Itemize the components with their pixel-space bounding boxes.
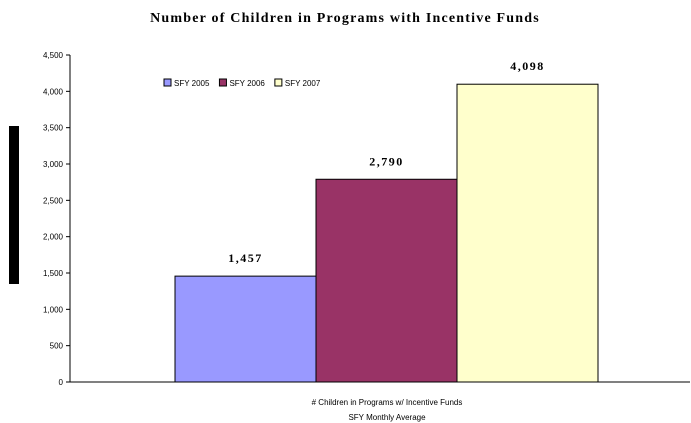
legend-swatch [274, 78, 283, 87]
bar-sfy-2005 [174, 275, 317, 383]
y-tick-label: 3,500 [43, 124, 64, 133]
x-axis-label: SFY Monthly Average [348, 413, 426, 422]
data-label-sfy-2005: 1,457 [228, 251, 263, 265]
bar-sfy-2006 [315, 178, 458, 383]
legend-label: SFY 2007 [285, 79, 321, 88]
chart-title: Number of Children in Programs with Ince… [150, 11, 540, 26]
y-axis-label-box [9, 126, 19, 284]
legend-label: SFY 2006 [229, 79, 265, 88]
legend: SFY 2005 SFY 2006 SFY 2007 [163, 78, 321, 88]
y-tick-label: 3,000 [43, 160, 64, 169]
legend-swatch [163, 78, 172, 87]
legend-label: SFY 2005 [174, 79, 210, 88]
category-label: # Children in Programs w/ Incentive Fund… [312, 398, 463, 407]
y-tick-label: 1,500 [43, 269, 64, 278]
bar-sfy-2007 [456, 83, 599, 383]
y-tick-label: 1,000 [43, 305, 64, 314]
y-tick-label: 2,000 [43, 233, 64, 242]
y-tick-label: 500 [50, 342, 64, 351]
y-tick-label: 4,000 [43, 87, 64, 96]
data-labels: 1,457 2,790 4,098 [228, 59, 545, 265]
y-tick-label: 2,500 [43, 196, 64, 205]
y-tick-label: 0 [59, 378, 64, 387]
data-label-sfy-2006: 2,790 [369, 154, 404, 168]
legend-swatch [218, 78, 227, 87]
data-label-sfy-2007: 4,098 [510, 59, 545, 73]
y-axis: 0 500 1,000 1,500 2,000 2,500 3,000 3,500 4,000 4… [43, 51, 71, 387]
y-tick-label: 4,500 [43, 51, 64, 60]
bars [174, 83, 599, 383]
